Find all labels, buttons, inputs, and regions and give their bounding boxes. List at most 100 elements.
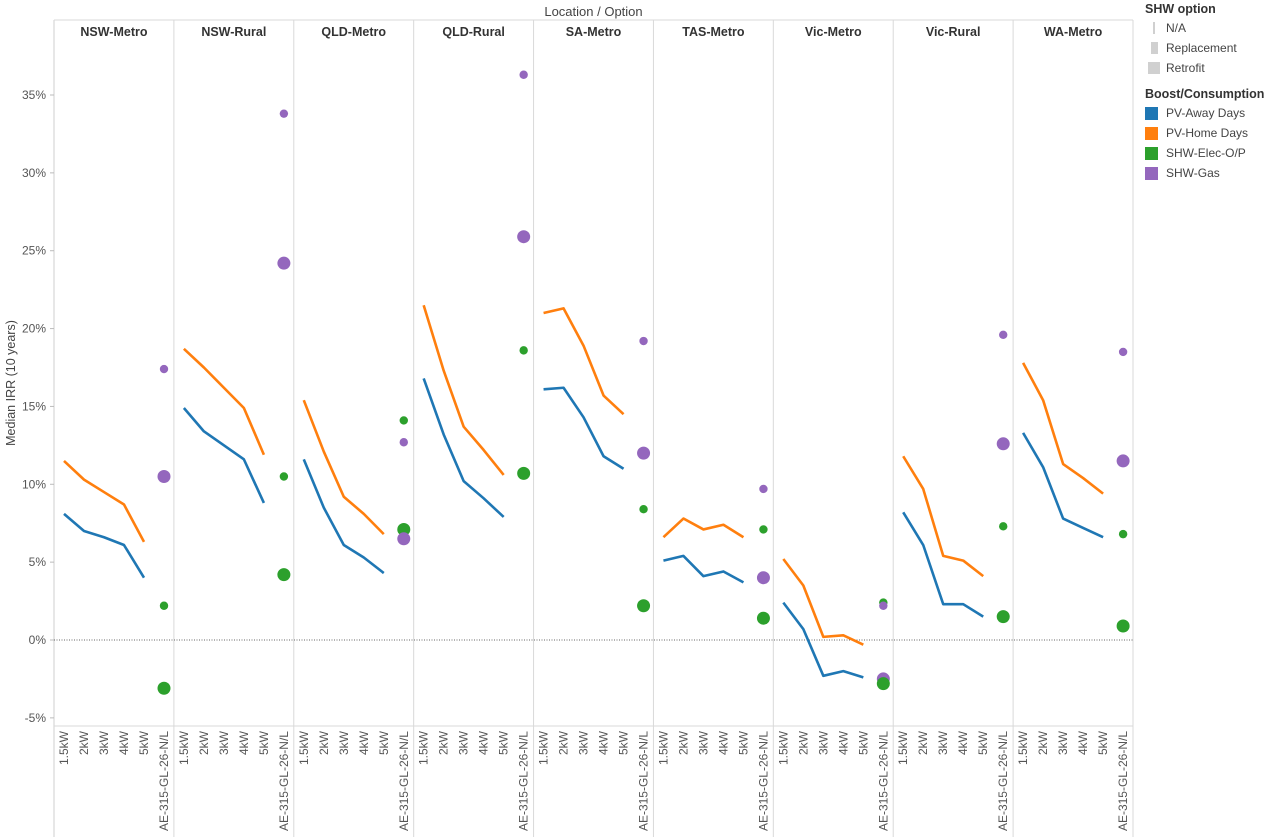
x-tick-label: 2kW: [1036, 730, 1050, 755]
color-legend-pv-away[interactable]: PV-Away Days: [1145, 103, 1280, 123]
x-tick-label: 1.5kW: [57, 730, 71, 765]
x-tick-label: 1.5kW: [896, 730, 910, 765]
x-tick-label: 3kW: [337, 730, 351, 755]
shw-elec-replacement-point: [279, 472, 289, 481]
x-tick-label: AE-315-GL-26-N/L: [517, 731, 531, 831]
pv-home-line: [902, 455, 985, 578]
x-tick-label: 1.5kW: [177, 730, 191, 765]
pv-away-line: [902, 511, 984, 618]
panel-header: TAS-Metro: [682, 25, 745, 39]
x-tick-label: AE-315-GL-26-N/L: [157, 731, 171, 831]
panel-header: QLD-Rural: [442, 25, 505, 39]
panel-vic-metro: Vic-Metro 1.5kW 2kW 3kW 4kW 5kW AE-315-GL-26-N…: [776, 25, 890, 831]
x-tick-label: 4kW: [956, 730, 970, 755]
x-tick-label: 5kW: [377, 730, 391, 755]
x-tick-label: AE-315-GL-26-N/L: [756, 731, 770, 831]
size-legend-replacement[interactable]: Replacement: [1145, 38, 1280, 58]
shw-gas-retrofit-point: [1116, 454, 1130, 468]
size-legend-na[interactable]: N/A: [1145, 18, 1280, 38]
shw-gas-swatch: [1145, 166, 1158, 180]
x-tick-label: 3kW: [217, 730, 231, 755]
panel-nsw-metro: NSW-Metro 1.5kW 2kW 3kW 4kW 5kW AE-315-GL-26-N…: [57, 25, 171, 831]
x-tick-label: AE-315-GL-26-N/L: [397, 731, 411, 831]
panel-header: QLD-Metro: [321, 25, 386, 39]
x-tick-label: 3kW: [577, 730, 591, 755]
x-tick-label: 1.5kW: [1016, 730, 1030, 765]
x-tick-label: 4kW: [836, 730, 850, 755]
x-tick-label: 3kW: [936, 730, 950, 755]
y-tick-label: -5%: [25, 711, 47, 725]
shw-gas-replacement-point: [999, 330, 1008, 339]
x-tick-label: 1.5kW: [776, 730, 790, 765]
y-tick-label: 10%: [22, 477, 46, 491]
panel-header: SA-Metro: [566, 25, 622, 39]
pv-home-line: [1021, 362, 1104, 495]
panel-tas-metro: TAS-Metro 1.5kW 2kW 3kW 4kW 5kW AE-315-GL-26-N…: [656, 25, 770, 831]
x-tick-label: AE-315-GL-26-N/L: [876, 731, 890, 831]
shw-elec-retrofit-point: [876, 677, 890, 691]
shw-elec-retrofit-point: [996, 610, 1010, 624]
shw-elec-replacement-point: [159, 601, 169, 610]
size-legend-retrofit[interactable]: Retrofit: [1145, 58, 1280, 78]
size-legend-title: SHW option: [1145, 2, 1216, 16]
y-tick-label: 0%: [29, 633, 47, 647]
panel-nsw-rural: NSW-Rural 1.5kW 2kW 3kW 4kW 5kW AE-315-GL-26-N…: [177, 25, 291, 831]
shw-elec-replacement-point: [399, 416, 408, 425]
pv-away-line: [782, 601, 864, 679]
shw-elec-replacement-point: [519, 346, 528, 355]
color-legend-title: Boost/Consumption: [1145, 87, 1265, 101]
x-tick-label: 2kW: [796, 730, 810, 755]
x-tick-label: 4kW: [117, 730, 131, 755]
pv-home-line: [183, 347, 266, 456]
x-tick-label: 5kW: [976, 730, 990, 755]
x-tick-label: 1.5kW: [656, 730, 670, 765]
y-tick-label: 35%: [22, 88, 46, 102]
shw-gas-replacement-point: [639, 336, 648, 346]
y-tick-label: 30%: [22, 166, 46, 180]
x-tick-label: 1.5kW: [417, 730, 431, 765]
shw-elec-swatch: [1145, 146, 1158, 160]
pv-away-line: [663, 554, 745, 584]
panel-header: Vic-Rural: [926, 25, 981, 39]
pv-away-line: [422, 377, 505, 518]
pv-home-line: [63, 459, 146, 543]
pv-away-line: [543, 386, 625, 470]
x-tick-label: 1.5kW: [537, 730, 551, 765]
shw-gas-retrofit-point: [517, 230, 531, 244]
shw-gas-retrofit-point: [397, 532, 411, 546]
panel-sa-metro: SA-Metro 1.5kW 2kW 3kW 4kW 5kW AE-315-GL-26-N/…: [537, 25, 651, 831]
panel-header: NSW-Metro: [80, 25, 147, 39]
pv-away-line: [63, 512, 146, 579]
x-tick-label: 4kW: [237, 730, 251, 755]
shw-gas-retrofit-point: [157, 470, 171, 483]
shw-elec-retrofit-point: [756, 611, 770, 625]
x-tick-label: 3kW: [1056, 730, 1070, 755]
x-tick-label: AE-315-GL-26-N/L: [996, 731, 1010, 831]
pv-home-swatch: [1145, 126, 1158, 140]
pv-home-line: [662, 517, 745, 539]
size-retrofit-mark: [1148, 62, 1160, 74]
shw-gas-retrofit-point: [756, 571, 770, 585]
x-tick-label: 5kW: [617, 730, 631, 755]
x-tick-label: 3kW: [97, 730, 111, 755]
x-tick-label: 2kW: [557, 730, 571, 755]
color-legend-pv-home[interactable]: PV-Home Days: [1145, 123, 1280, 143]
color-legend-shw-gas[interactable]: SHW-Gas: [1145, 163, 1280, 183]
shw-elec-replacement-point: [999, 522, 1008, 531]
x-tick-label: 5kW: [137, 730, 151, 755]
legend: SHW option N/A Replacement Retrofit Boos…: [1145, 2, 1280, 183]
x-tick-label: 2kW: [77, 730, 91, 755]
color-legend-shw-elec[interactable]: SHW-Elec-O/P: [1145, 143, 1280, 163]
pv-away-swatch: [1145, 106, 1158, 120]
x-tick-label: 2kW: [916, 730, 930, 755]
top-title: Location / Option: [544, 4, 642, 19]
panel-header: Vic-Metro: [805, 25, 862, 39]
x-tick-label: 1.5kW: [297, 730, 311, 765]
x-tick-label: 2kW: [197, 730, 211, 755]
shw-elec-replacement-point: [1118, 529, 1128, 539]
shw-gas-replacement-point: [279, 109, 289, 118]
pv-home-line: [543, 307, 625, 416]
panel-header: NSW-Rural: [201, 25, 266, 39]
x-tick-label: 4kW: [716, 730, 730, 755]
